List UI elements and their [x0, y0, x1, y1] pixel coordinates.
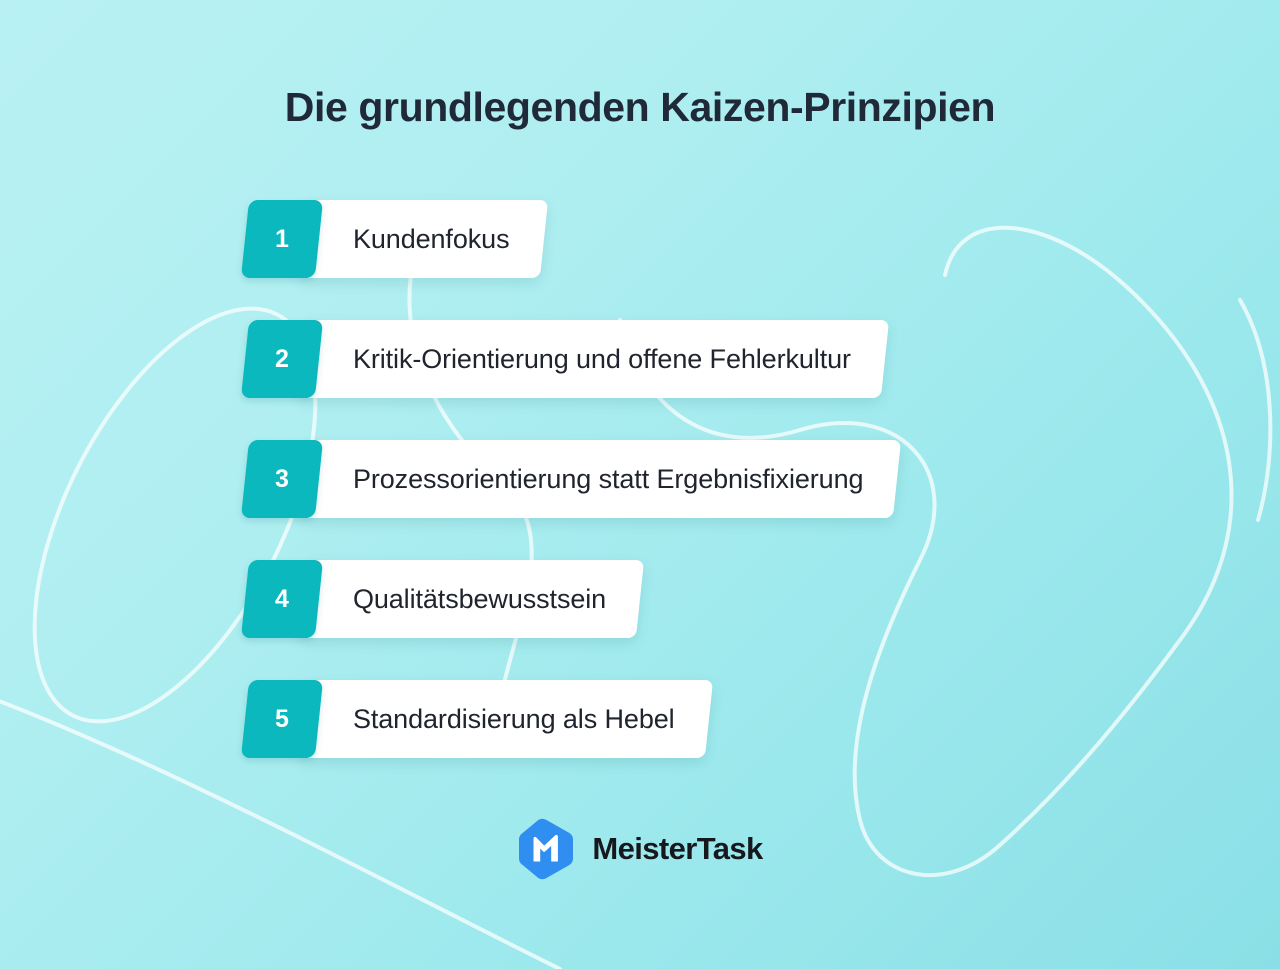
list-item: 5 Standardisierung als Hebel — [240, 680, 897, 758]
principle-number-badge: 5 — [240, 680, 324, 758]
principle-number-badge: 2 — [240, 320, 324, 398]
principle-item-2: 2 Kritik-Orientierung und offene Fehlerk… — [240, 320, 890, 398]
principle-item-3: 3 Prozessorientierung statt Ergebnisfixi… — [240, 440, 902, 518]
principle-number: 2 — [275, 344, 289, 373]
principle-card: Kritik-Orientierung und offene Fehlerkul… — [298, 320, 890, 398]
principle-card: Prozessorientierung statt Ergebnisfixier… — [298, 440, 902, 518]
principle-number-badge: 1 — [240, 200, 324, 278]
principle-number-badge: 3 — [240, 440, 324, 518]
principle-label: Qualitätsbewusstsein — [353, 583, 607, 614]
principle-number: 3 — [275, 464, 289, 493]
principle-item-4: 4 Qualitätsbewusstsein — [240, 560, 645, 638]
principle-label: Kundenfokus — [353, 223, 510, 254]
principle-number: 5 — [275, 704, 289, 733]
principle-item-5: 5 Standardisierung als Hebel — [240, 680, 713, 758]
brand-logo: MeisterTask — [0, 818, 1280, 880]
principles-list: 1 Kundenfokus 2 Kritik-Orientierung und … — [240, 200, 902, 758]
principle-item-1: 1 Kundenfokus — [240, 200, 548, 278]
list-item: 4 Qualitätsbewusstsein — [240, 560, 897, 638]
principle-number: 4 — [275, 584, 289, 613]
list-item: 2 Kritik-Orientierung und offene Fehlerk… — [240, 320, 897, 398]
meistertask-hexagon-m-icon — [519, 818, 574, 880]
page-title: Die grundlegenden Kaizen-Prinzipien — [284, 84, 996, 130]
list-item: 1 Kundenfokus — [240, 200, 897, 278]
principle-card: Qualitätsbewusstsein — [298, 560, 645, 638]
principle-card: Kundenfokus — [298, 200, 548, 278]
principle-label: Standardisierung als Hebel — [353, 703, 675, 734]
principle-label: Kritik-Orientierung und offene Fehlerkul… — [353, 343, 851, 374]
principle-card: Standardisierung als Hebel — [298, 680, 713, 758]
principle-number-badge: 4 — [240, 560, 324, 638]
list-item: 3 Prozessorientierung statt Ergebnisfixi… — [240, 440, 902, 518]
principle-label: Prozessorientierung statt Ergebnisfixier… — [353, 463, 864, 494]
principle-number: 1 — [275, 224, 289, 253]
brand-name: MeisterTask — [592, 831, 763, 866]
